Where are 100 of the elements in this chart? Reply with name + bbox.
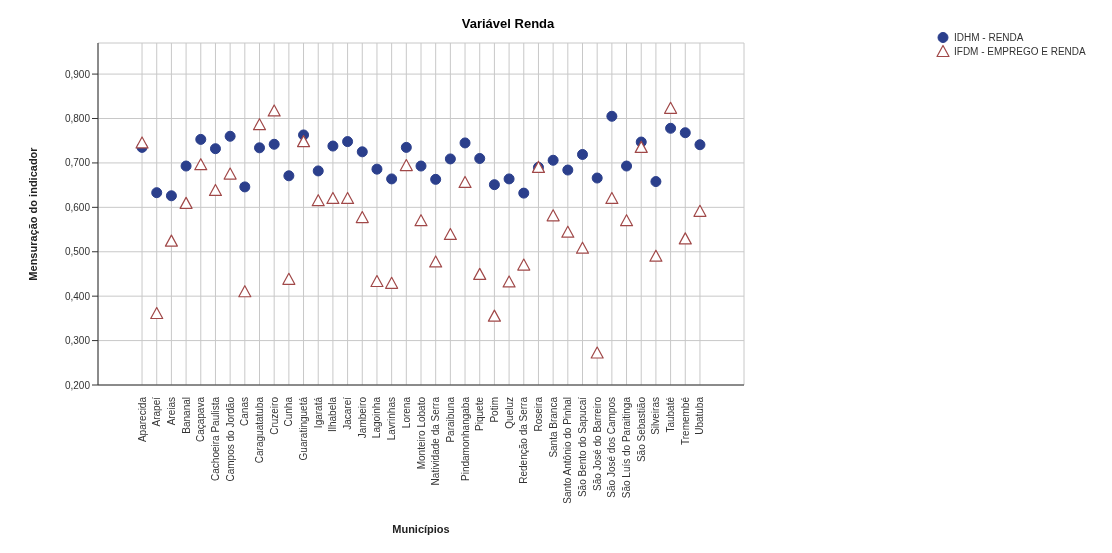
x-tick-label: São José dos Campos (606, 397, 618, 498)
x-tick-label: Piquete (474, 396, 486, 431)
point (386, 173, 398, 185)
x-tick-label: Caraguatatuba (254, 396, 265, 464)
x-tick-label: Bananal (180, 397, 192, 434)
point (195, 133, 207, 145)
x-tick-label: Taubaté (665, 396, 677, 433)
x-tick-label: Lavrinhas (386, 397, 398, 441)
point (355, 210, 369, 224)
point (296, 135, 311, 148)
x-tick-label: São Sebastião (635, 396, 647, 463)
point (591, 172, 603, 184)
point (473, 267, 487, 281)
x-tick-label: São José do Barreiro (591, 396, 603, 491)
point (400, 141, 412, 153)
point (590, 346, 604, 359)
point (342, 136, 354, 148)
point (621, 160, 633, 172)
point (546, 209, 560, 222)
point (326, 191, 340, 205)
y-tick-label: 0,300 (64, 335, 91, 347)
point (693, 204, 707, 217)
point (223, 167, 237, 180)
point (665, 122, 677, 134)
x-tick-label: Potim (488, 397, 500, 423)
point (678, 232, 692, 245)
x-tick-label: Lorena (400, 396, 412, 429)
x-tick-label: Guaratinguetá (298, 396, 310, 461)
point (487, 309, 502, 322)
point (208, 183, 223, 197)
point (634, 140, 648, 153)
point (209, 143, 221, 155)
point (663, 101, 678, 114)
x-tick-label: Queluz (503, 397, 515, 429)
point (164, 234, 179, 247)
x-tick-label: Jacareí (342, 396, 354, 430)
x-tick-label: Aparecida (136, 396, 148, 443)
point (399, 158, 413, 172)
point (239, 181, 251, 193)
point (356, 146, 368, 158)
point (694, 139, 706, 151)
x-tick-label: Tremembé (679, 396, 691, 445)
chart-title: Variável Renda (460, 16, 556, 31)
x-tick-label: Santa Branca (547, 396, 559, 458)
point (340, 191, 355, 205)
point (679, 127, 691, 139)
x-tick-label: Silveiras (650, 397, 662, 435)
y-axis-title: Mensuração do indicador (26, 146, 39, 281)
x-tick-label: Natividade da Serra (430, 396, 442, 486)
x-tick-label: Paraibuna (444, 396, 456, 443)
point (430, 173, 442, 185)
point (224, 130, 236, 142)
legend-label: IFDM - EMPREGO E RENDA (954, 45, 1086, 57)
point (311, 194, 325, 207)
point (474, 152, 486, 164)
point (444, 153, 456, 165)
point (194, 158, 208, 171)
y-tick-label: 0,800 (64, 113, 91, 125)
point (577, 148, 588, 160)
point (414, 214, 428, 227)
point (282, 272, 296, 285)
x-tick-label: Pindamonhangaba (459, 396, 471, 481)
x-tick-label: Jambeiro (356, 396, 368, 439)
point (150, 306, 164, 320)
x-tick-label: Canas (239, 397, 251, 426)
point (547, 154, 559, 166)
point (619, 214, 634, 227)
x-tick-label: Ubatuba (694, 396, 706, 435)
point (517, 258, 531, 271)
point (429, 255, 443, 268)
point (180, 160, 192, 172)
point (458, 175, 472, 189)
point (179, 196, 193, 209)
point (443, 227, 457, 241)
point (606, 110, 618, 122)
x-tick-label: São Luís do Paraitinga (621, 396, 633, 499)
x-tick-label: Cunha (283, 396, 295, 427)
x-tick-label: São Bento do Sapucaí (577, 396, 588, 498)
point (371, 163, 383, 175)
point (135, 136, 149, 149)
y-tick-label: 0,600 (64, 201, 91, 213)
point (254, 142, 265, 154)
point (268, 138, 280, 150)
point (165, 190, 177, 202)
point (518, 187, 530, 199)
x-tick-label: Roseira (532, 396, 544, 432)
point (605, 191, 619, 205)
y-tick-label: 0,500 (64, 246, 91, 258)
x-tick-label: Arapeí (151, 396, 163, 427)
point (561, 225, 575, 238)
point (459, 137, 471, 149)
point (385, 276, 399, 289)
y-tick-label: 0,400 (64, 290, 91, 302)
x-tick-label: Monteiro Lobato (415, 396, 427, 470)
x-tick-label: Areias (165, 397, 177, 426)
y-tick-label: 0,900 (64, 68, 91, 80)
point (327, 140, 339, 152)
x-tick-label: Igaratá (312, 396, 324, 429)
point (503, 173, 515, 185)
point (370, 274, 384, 288)
